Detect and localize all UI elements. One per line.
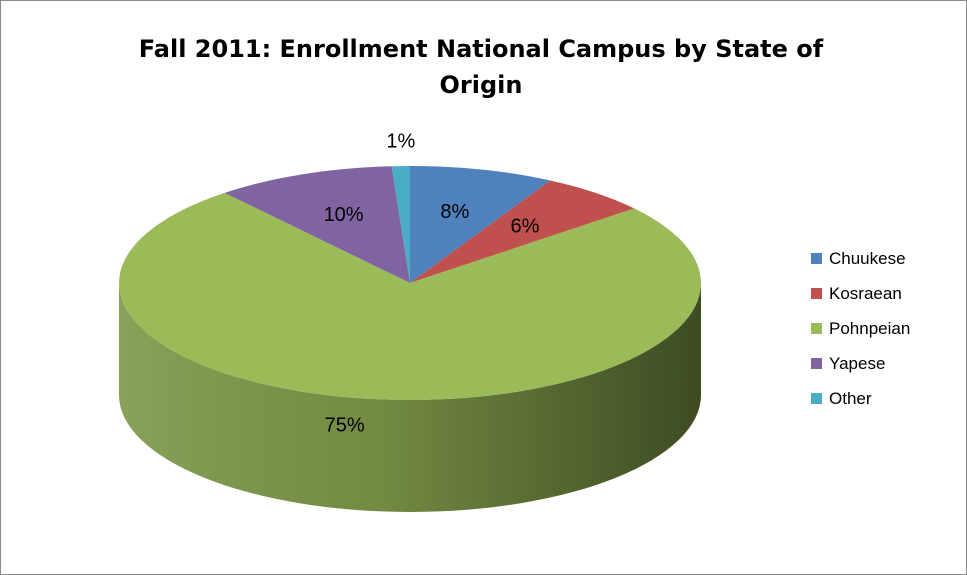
data-label-chuukese: 8% [440, 201, 469, 223]
legend-label: Other [829, 388, 872, 408]
pie-tops [119, 166, 702, 400]
legend-label: Pohnpeian [829, 318, 911, 338]
legend: Chuukese Kosraean Pohnpeian Yapese Other [811, 241, 910, 416]
legend-item-chuukese: Chuukese [811, 241, 910, 276]
pie-slice-yapese [224, 166, 410, 283]
legend-swatch [811, 323, 822, 334]
pie-labels: 8% 6% 75% 10% 1% [324, 130, 540, 436]
pie-slice-kosraean [410, 180, 635, 283]
pie-sides [119, 283, 701, 512]
legend-item-pohnpeian: Pohnpeian [811, 311, 910, 346]
legend-swatch [811, 358, 822, 369]
data-label-kosraean: 6% [511, 215, 540, 237]
legend-swatch [811, 288, 822, 299]
pie-side-pohnpeian-shading [119, 283, 701, 512]
legend-item-yapese: Yapese [811, 346, 910, 381]
legend-label: Kosraean [829, 283, 902, 303]
legend-label: Yapese [829, 353, 886, 373]
data-label-other: 1% [386, 130, 415, 152]
pie-slice-other [391, 166, 410, 283]
legend-item-other: Other [811, 381, 910, 416]
pie-slice-chuukese [410, 166, 551, 283]
legend-swatch [811, 393, 822, 404]
chart-title: Fall 2011: Enrollment National Campus by… [138, 35, 824, 99]
pie-slice-pohnpeian [119, 192, 702, 400]
data-label-pohnpeian: 75% [325, 415, 365, 437]
data-label-yapese: 10% [324, 204, 364, 226]
legend-swatch [811, 253, 822, 264]
legend-label: Chuukese [829, 248, 906, 268]
legend-item-kosraean: Kosraean [811, 276, 910, 311]
